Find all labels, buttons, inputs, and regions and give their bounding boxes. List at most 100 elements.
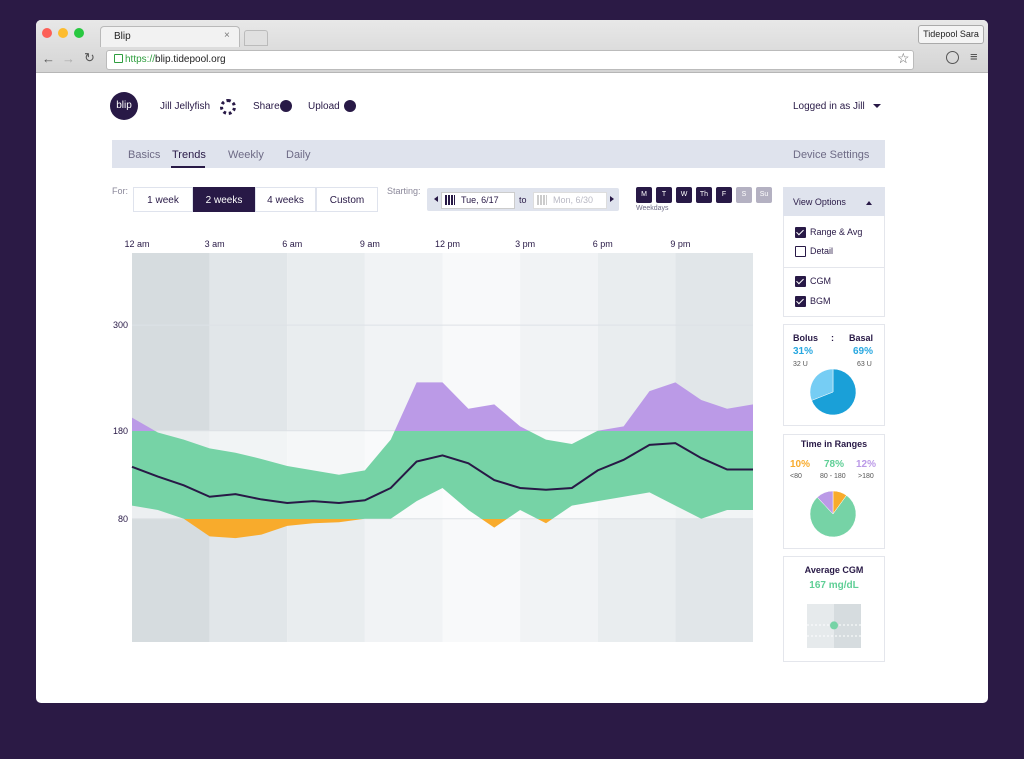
upload-link[interactable]: Upload (308, 101, 340, 112)
calendar-icon (537, 195, 547, 205)
pie-slice (811, 368, 857, 416)
view-option[interactable]: CGM (810, 276, 831, 286)
start-date[interactable]: Tue, 6/17 (441, 192, 515, 209)
y-tick-label: 80 (118, 514, 128, 524)
pie-slice (809, 495, 857, 538)
menu-icon[interactable]: ≡ (970, 49, 978, 64)
view-option[interactable]: Detail (810, 246, 834, 256)
nav-tab[interactable]: Daily (286, 149, 311, 161)
checkbox[interactable] (795, 227, 806, 238)
lock-icon (114, 54, 123, 63)
x-tick-label: 3 pm (515, 239, 535, 249)
x-tick-label: 6 am (282, 239, 302, 249)
logo[interactable]: blip (110, 92, 138, 120)
dropdown-caret[interactable] (873, 104, 881, 112)
upload-icon (344, 100, 356, 112)
logged-in[interactable]: Logged in as Jill (793, 101, 865, 112)
y-tick-label: 180 (113, 426, 128, 436)
bolus-title: Bolus (793, 333, 819, 343)
x-tick-label: 12 am (124, 239, 149, 249)
tir-high-range: >180 (858, 473, 874, 480)
prev-date[interactable] (431, 196, 438, 202)
profile-button[interactable]: Tidepool Sara (918, 25, 984, 44)
cgm-box (834, 604, 861, 648)
day-button[interactable]: M (636, 187, 652, 203)
info-icon[interactable] (946, 51, 959, 64)
pie-slice (816, 490, 834, 515)
pie-slice (809, 368, 834, 401)
x-tick-label: 9 pm (670, 239, 690, 249)
url: https://blip.tidepool.org (125, 54, 226, 65)
next-date[interactable] (610, 196, 617, 202)
bolus-units: 32 U (793, 361, 808, 368)
x-tick-label: 6 pm (593, 239, 613, 249)
tab-close[interactable]: × (224, 30, 230, 41)
basal-percent: 69% (853, 346, 874, 357)
separator: : (831, 333, 834, 343)
reload-button[interactable]: ↻ (84, 50, 95, 65)
x-tick-label: 9 am (360, 239, 380, 249)
y-tick-label: 300 (113, 320, 128, 330)
nav-bar (112, 140, 885, 168)
share-link[interactable]: Share (253, 101, 280, 112)
calendar-icon (445, 195, 455, 205)
tab-title: Blip (114, 31, 131, 42)
nav-tab[interactable]: Basics (128, 149, 161, 161)
active-tab-underline (171, 166, 205, 168)
new-tab[interactable] (244, 30, 268, 46)
close-button[interactable] (42, 28, 52, 38)
day-button[interactable]: F (716, 187, 732, 203)
cgm-box (807, 604, 834, 648)
to-label: to (519, 195, 527, 205)
device-settings[interactable]: Device Settings (793, 149, 870, 161)
tir-high: 12% (856, 459, 877, 470)
start-date-text: Tue, 6/17 (461, 195, 499, 205)
tir-low: 10% (790, 459, 811, 470)
x-tick-label: 12 pm (435, 239, 460, 249)
bookmark-star[interactable]: ☆ (897, 50, 910, 66)
tir-in: 78% (824, 459, 845, 470)
nav-tab[interactable]: Weekly (228, 149, 264, 161)
settings-icon[interactable] (220, 99, 236, 115)
day-button[interactable]: W (676, 187, 692, 203)
back-button[interactable]: ← (42, 51, 55, 66)
collapse-caret[interactable] (866, 198, 872, 205)
checkbox[interactable] (795, 276, 806, 287)
view-option[interactable]: Range & Avg (810, 227, 863, 237)
forward-button[interactable]: → (62, 51, 75, 66)
days-caption: Weekdays (636, 205, 669, 212)
zoom-button[interactable] (74, 28, 84, 38)
checkbox[interactable] (795, 246, 806, 257)
day-button[interactable]: T (656, 187, 672, 203)
day-button[interactable]: S (736, 187, 752, 203)
patient-name[interactable]: Jill Jellyfish (160, 101, 211, 112)
average-cgm-panel (783, 556, 885, 662)
bolus-percent: 31% (793, 346, 814, 357)
range-button[interactable]: Custom (316, 187, 378, 212)
day-button[interactable]: Th (696, 187, 712, 203)
url-host: blip.tidepool.org (155, 54, 226, 65)
minimize-button[interactable] (58, 28, 68, 38)
range-button[interactable]: 2 weeks (193, 187, 255, 212)
cgm-dot (830, 621, 838, 630)
range-button[interactable]: 1 week (133, 187, 193, 212)
end-date[interactable]: Mon, 6/30 (533, 192, 607, 209)
x-tick-label: 3 am (205, 239, 225, 249)
address-bar[interactable] (106, 50, 914, 70)
time-in-range-panel (783, 434, 885, 549)
tab[interactable] (100, 26, 240, 47)
for-label: For: (112, 186, 129, 196)
day-button[interactable]: Su (756, 187, 772, 203)
avg-cgm-value: 167 mg/dL (809, 580, 859, 591)
view-options-title: View Options (793, 197, 846, 207)
share-icon (280, 100, 292, 112)
range-button[interactable]: 4 weeks (255, 187, 316, 212)
bolus-basal-panel (783, 324, 885, 426)
view-option[interactable]: BGM (810, 296, 831, 306)
avg-cgm-title: Average CGM (804, 565, 864, 575)
checkbox[interactable] (795, 296, 806, 307)
tir-low-range: <80 (790, 473, 802, 480)
nav-tab[interactable]: Trends (172, 149, 206, 161)
median-line (131, 442, 753, 504)
